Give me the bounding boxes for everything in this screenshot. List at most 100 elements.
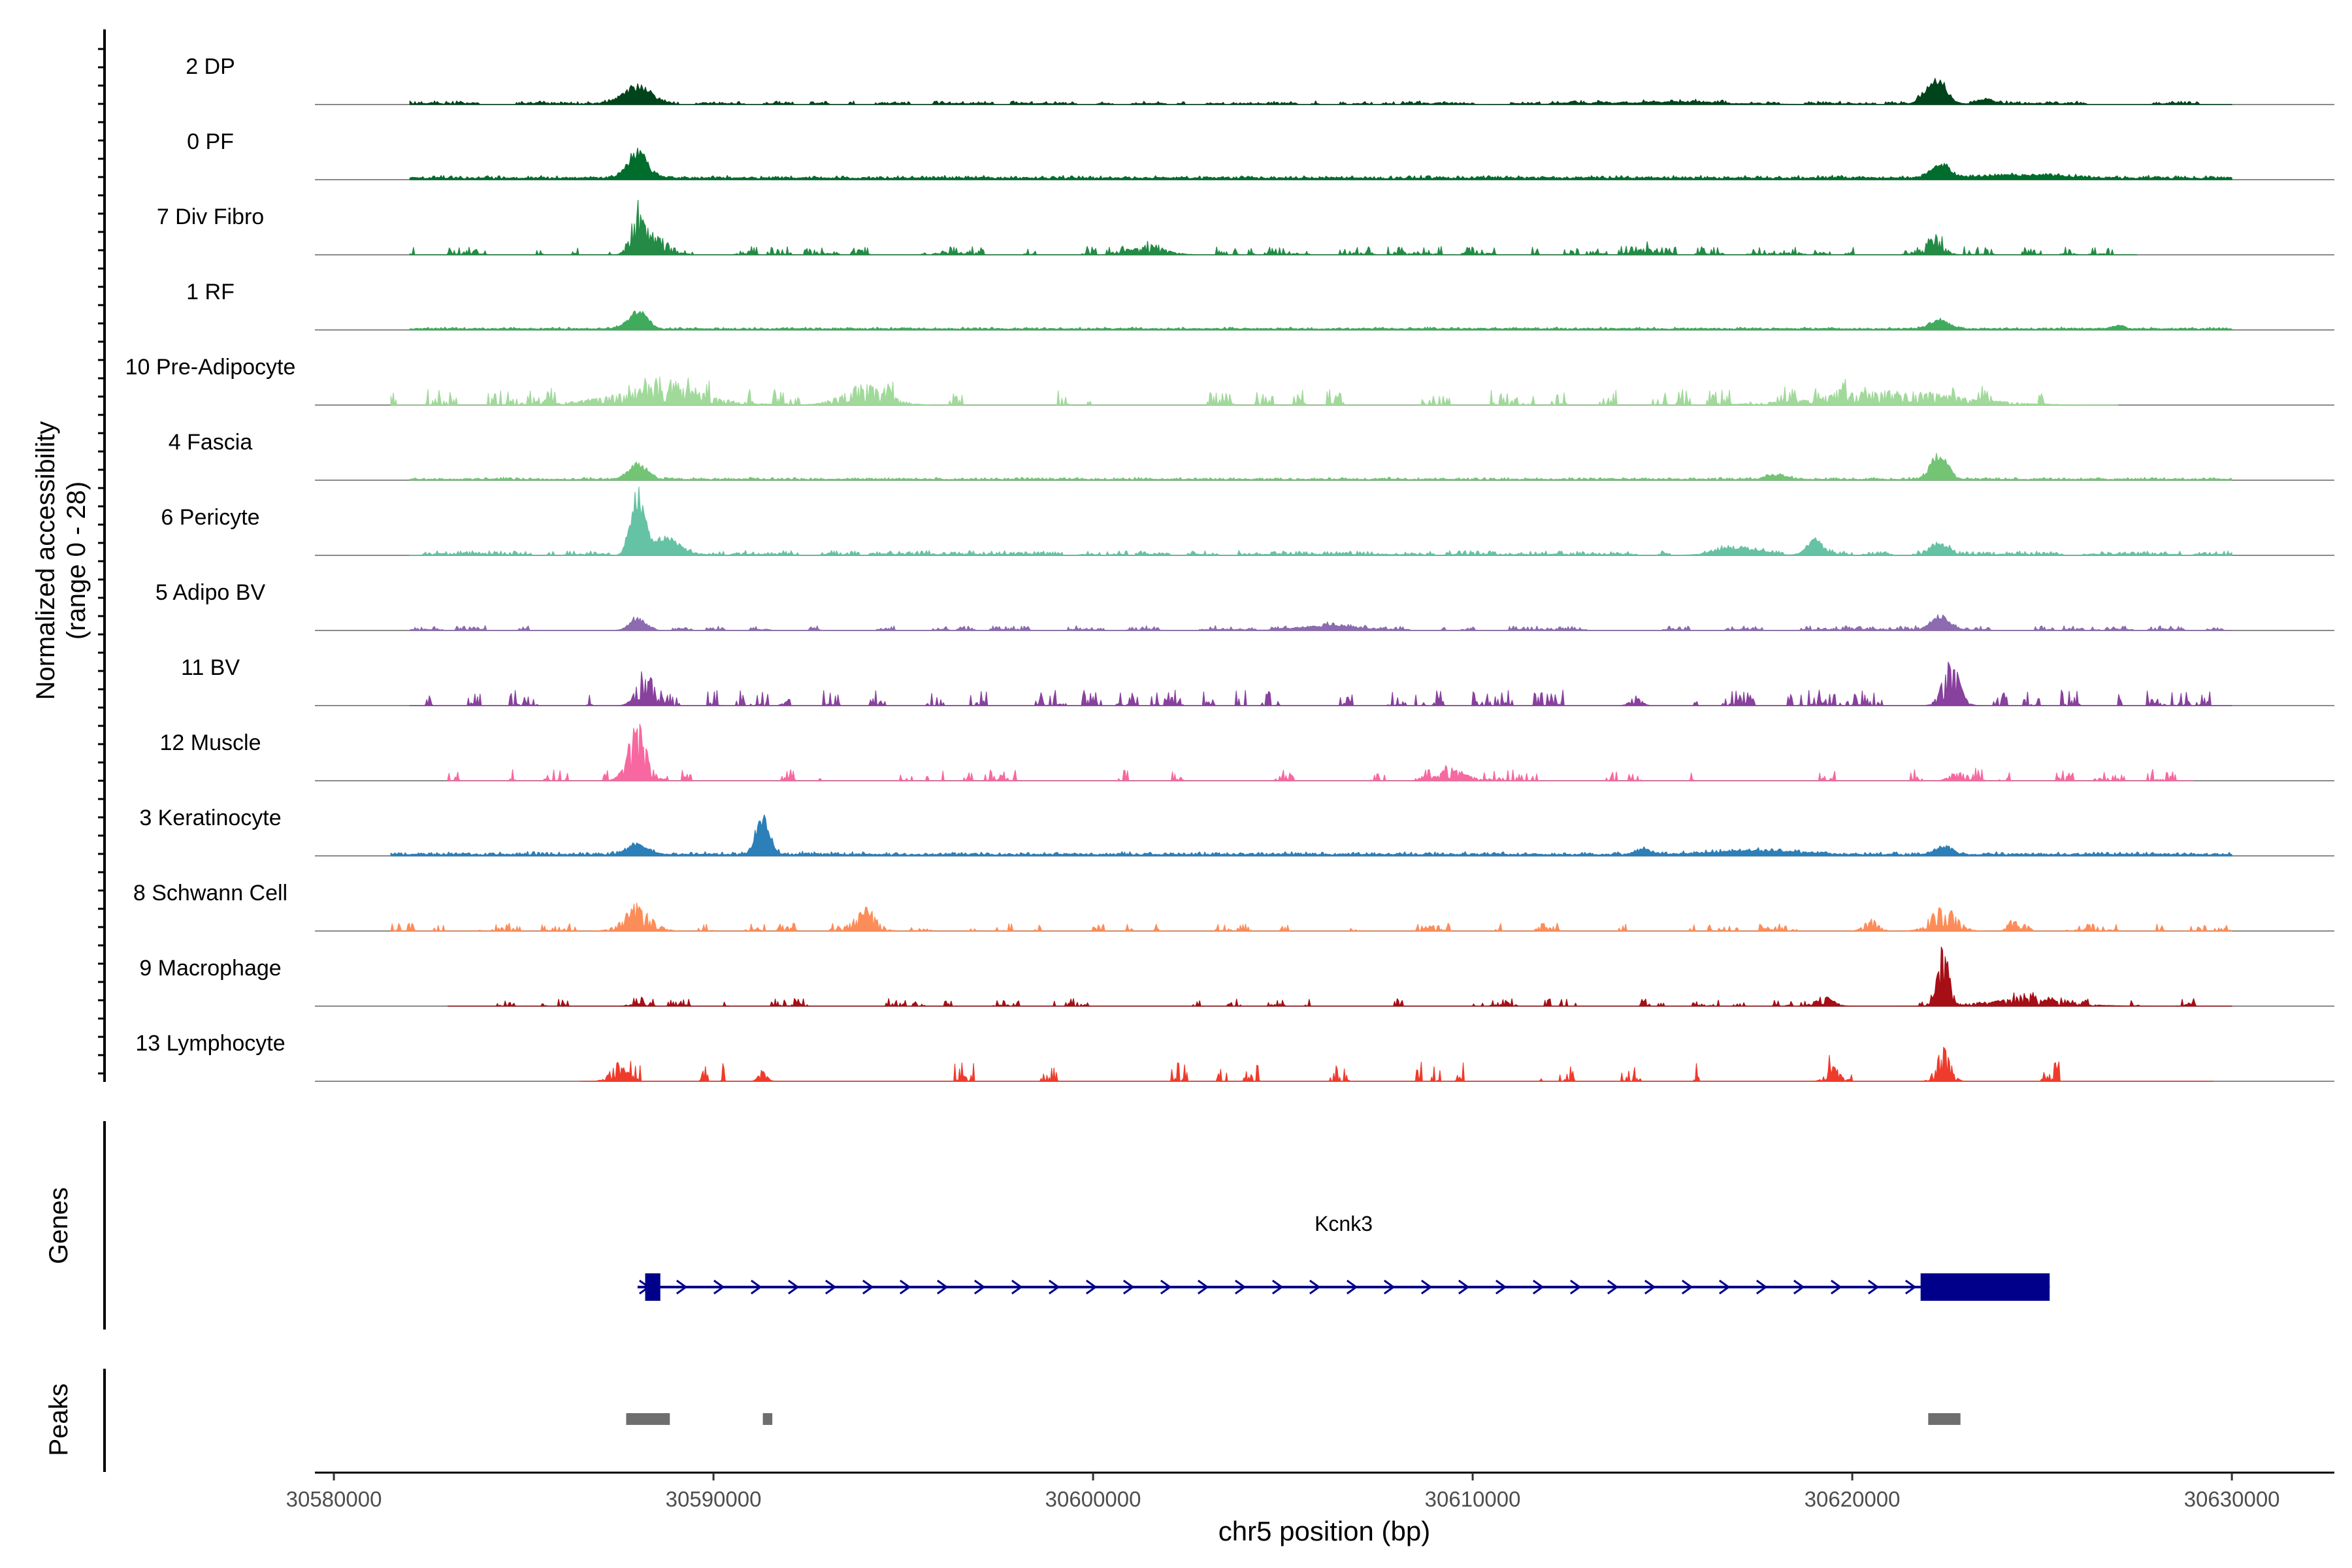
strand-arrow [1271,1279,1284,1295]
track-label: 1 RF [186,280,235,304]
track-label: 12 Muscle [160,730,261,755]
strand-arrow [1309,1279,1321,1295]
coverage-area [409,200,2138,255]
coverage-area [390,902,2232,932]
strand-arrow [825,1279,837,1295]
coverage-area [409,310,2232,331]
track-13-lymphocyte: 13 Lymphocyte [135,1031,2334,1082]
strand-arrow [973,1279,986,1295]
strand-arrow [1607,1279,1619,1295]
gene-kcnk3: Kcnk3 [637,1212,2050,1301]
peak-region [1928,1413,1961,1425]
x-tick-label: 30610000 [1425,1487,1521,1511]
strand-arrow [1644,1279,1656,1295]
track-8-schwann-cell: 8 Schwann Cell [133,881,2334,932]
strand-arrow [1420,1279,1433,1295]
gene-exon [1920,1273,2050,1301]
x-axis-ticks: 30580000 30590000 30600000 30610000 30620000… [286,1473,2280,1511]
strand-arrow [1756,1279,1768,1295]
track-1-rf: 1 RF [186,280,2334,331]
track-label: 2 DP [186,54,235,79]
strand-arrow [1085,1279,1098,1295]
coverage-area [390,376,2119,406]
coverage-area [409,148,2232,180]
track-label: 6 Pericyte [161,505,259,530]
track-label: 11 BV [181,655,240,680]
track-7-div-fibro: 7 Div Fibro [157,200,2334,255]
strand-arrow [899,1279,911,1295]
strand-arrow [1718,1279,1731,1295]
strand-arrow [1048,1279,1060,1295]
strand-arrow [1830,1279,1842,1295]
x-tick-label: 30630000 [2184,1487,2280,1511]
gene-exon [645,1273,661,1301]
track-4-fascia: 4 Fascia [169,430,2334,481]
strand-arrow [1532,1279,1544,1295]
x-tick-label: 30580000 [286,1487,382,1511]
coverage-area [409,614,2232,631]
coverage-y-label-line1: Normalized accessibility [31,421,60,700]
strand-arrow [1160,1279,1172,1295]
strand-arrow [713,1279,725,1295]
x-tick-label: 30600000 [1045,1487,1141,1511]
track-12-muscle: 12 Muscle [160,723,2334,781]
peaks-label: Peaks [44,1383,73,1456]
track-label: 13 Lymphocyte [135,1031,285,1056]
strand-arrow [1234,1279,1247,1295]
coverage-area [409,453,2232,481]
strand-arrow [1793,1279,1805,1295]
strand-arrow [1011,1279,1023,1295]
peak-region [626,1413,670,1425]
track-label: 8 Schwann Cell [133,881,287,906]
strand-arrow [1197,1279,1209,1295]
coverage-area [390,814,2232,857]
strand-arrow [1681,1279,1693,1295]
track-label: 7 Div Fibro [157,204,264,229]
strand-arrow [676,1279,688,1295]
strand-arrow [750,1279,762,1295]
strand-arrow [1904,1279,1917,1295]
coverage-area [447,946,2232,1007]
track-label: 0 PF [187,129,234,154]
strand-arrow [1383,1279,1396,1295]
track-2-dp: 2 DP [186,54,2334,105]
track-label: 5 Adipo BV [155,580,266,605]
strand-arrow [862,1279,874,1295]
coverage-area [447,723,2195,781]
track-10-pre-adipocyte: 10 Pre-Adipocyte [125,355,2334,406]
strand-arrow [1495,1279,1507,1295]
coverage-area [409,78,2232,105]
strand-arrow [1458,1279,1470,1295]
strand-arrow [1569,1279,1582,1295]
peak-region [762,1413,773,1425]
coverage-y-label-line2: (range 0 - 28) [62,482,91,640]
peak-track [626,1413,1961,1425]
track-label: 10 Pre-Adipocyte [125,355,296,380]
strand-arrow [1867,1279,1880,1295]
strand-arrow [1346,1279,1358,1295]
strand-arrow [936,1279,949,1295]
coverage-y-ticks [98,48,105,1075]
strand-arrow [1122,1279,1135,1295]
track-label: 4 Fascia [169,430,253,455]
track-label: 9 Macrophage [139,956,281,981]
track-3-keratinocyte: 3 Keratinocyte [139,806,2334,857]
x-tick-label: 30620000 [1805,1487,1901,1511]
track-11-bv: 11 BV [181,655,2334,706]
coverage-tracks: 2 DP 0 PF 7 Div Fibro 1 RF 10 Pre-Adipocyte 4… [125,54,2334,1082]
coverage-area [409,486,2232,556]
coverage-area [409,661,2232,706]
x-axis-label: chr5 position (bp) [1218,1516,1431,1546]
track-6-pericyte: 6 Pericyte [161,486,2334,556]
strand-arrow [787,1279,800,1295]
track-9-macrophage: 9 Macrophage [139,946,2334,1007]
gene-name-label: Kcnk3 [1315,1212,1373,1235]
track-0-pf: 0 PF [187,129,2334,180]
coverage-area [580,1047,2213,1082]
gene-track: Kcnk3 [637,1212,2050,1301]
track-5-adipo-bv: 5 Adipo BV [155,580,2334,631]
genes-label: Genes [44,1187,73,1264]
x-tick-label: 30590000 [666,1487,762,1511]
track-label: 3 Keratinocyte [139,806,281,830]
